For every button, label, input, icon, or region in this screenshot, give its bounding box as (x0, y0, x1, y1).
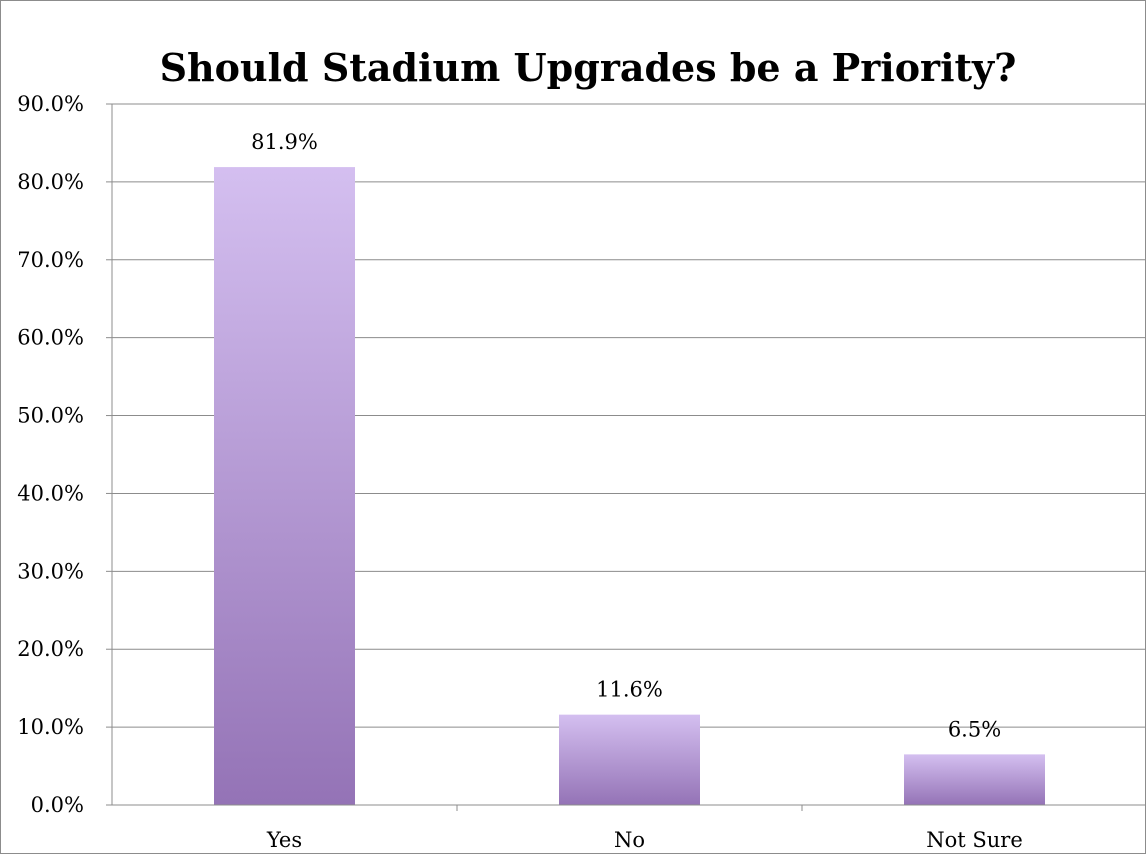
data-label: 6.5% (948, 717, 1001, 741)
y-tick-label: 10.0% (17, 715, 84, 739)
x-category-label: Not Sure (926, 828, 1023, 852)
bars (214, 167, 1045, 806)
y-tick-label: 20.0% (17, 637, 84, 661)
bar-yes (214, 167, 355, 806)
y-tick-label: 0.0% (31, 793, 84, 817)
data-label: 11.6% (596, 678, 663, 702)
x-category-label: No (614, 828, 645, 852)
data-label: 81.9% (251, 130, 318, 154)
y-tick-label: 50.0% (17, 404, 84, 428)
data-labels: 81.9% 11.6% 6.5% (251, 130, 1001, 741)
y-tick-label: 30.0% (17, 559, 84, 583)
bar-not-sure (904, 754, 1045, 805)
axes (106, 104, 1146, 806)
y-tick-label: 90.0% (17, 92, 84, 116)
y-tick-label: 60.0% (17, 326, 84, 350)
y-axis-ticks: 0.0% 10.0% 20.0% 30.0% 40.0% 50.0% 60.0% 70.0% 8… (17, 92, 112, 817)
chart-title: Should Stadium Upgrades be a Priority? (160, 45, 1017, 90)
y-tick-label: 80.0% (17, 170, 84, 194)
x-category-label: Yes (266, 828, 302, 852)
y-tick-label: 40.0% (17, 481, 84, 505)
x-axis-categories: Yes No Not Sure (266, 805, 1023, 852)
bar-no (559, 714, 700, 805)
y-tick-label: 70.0% (17, 248, 84, 272)
